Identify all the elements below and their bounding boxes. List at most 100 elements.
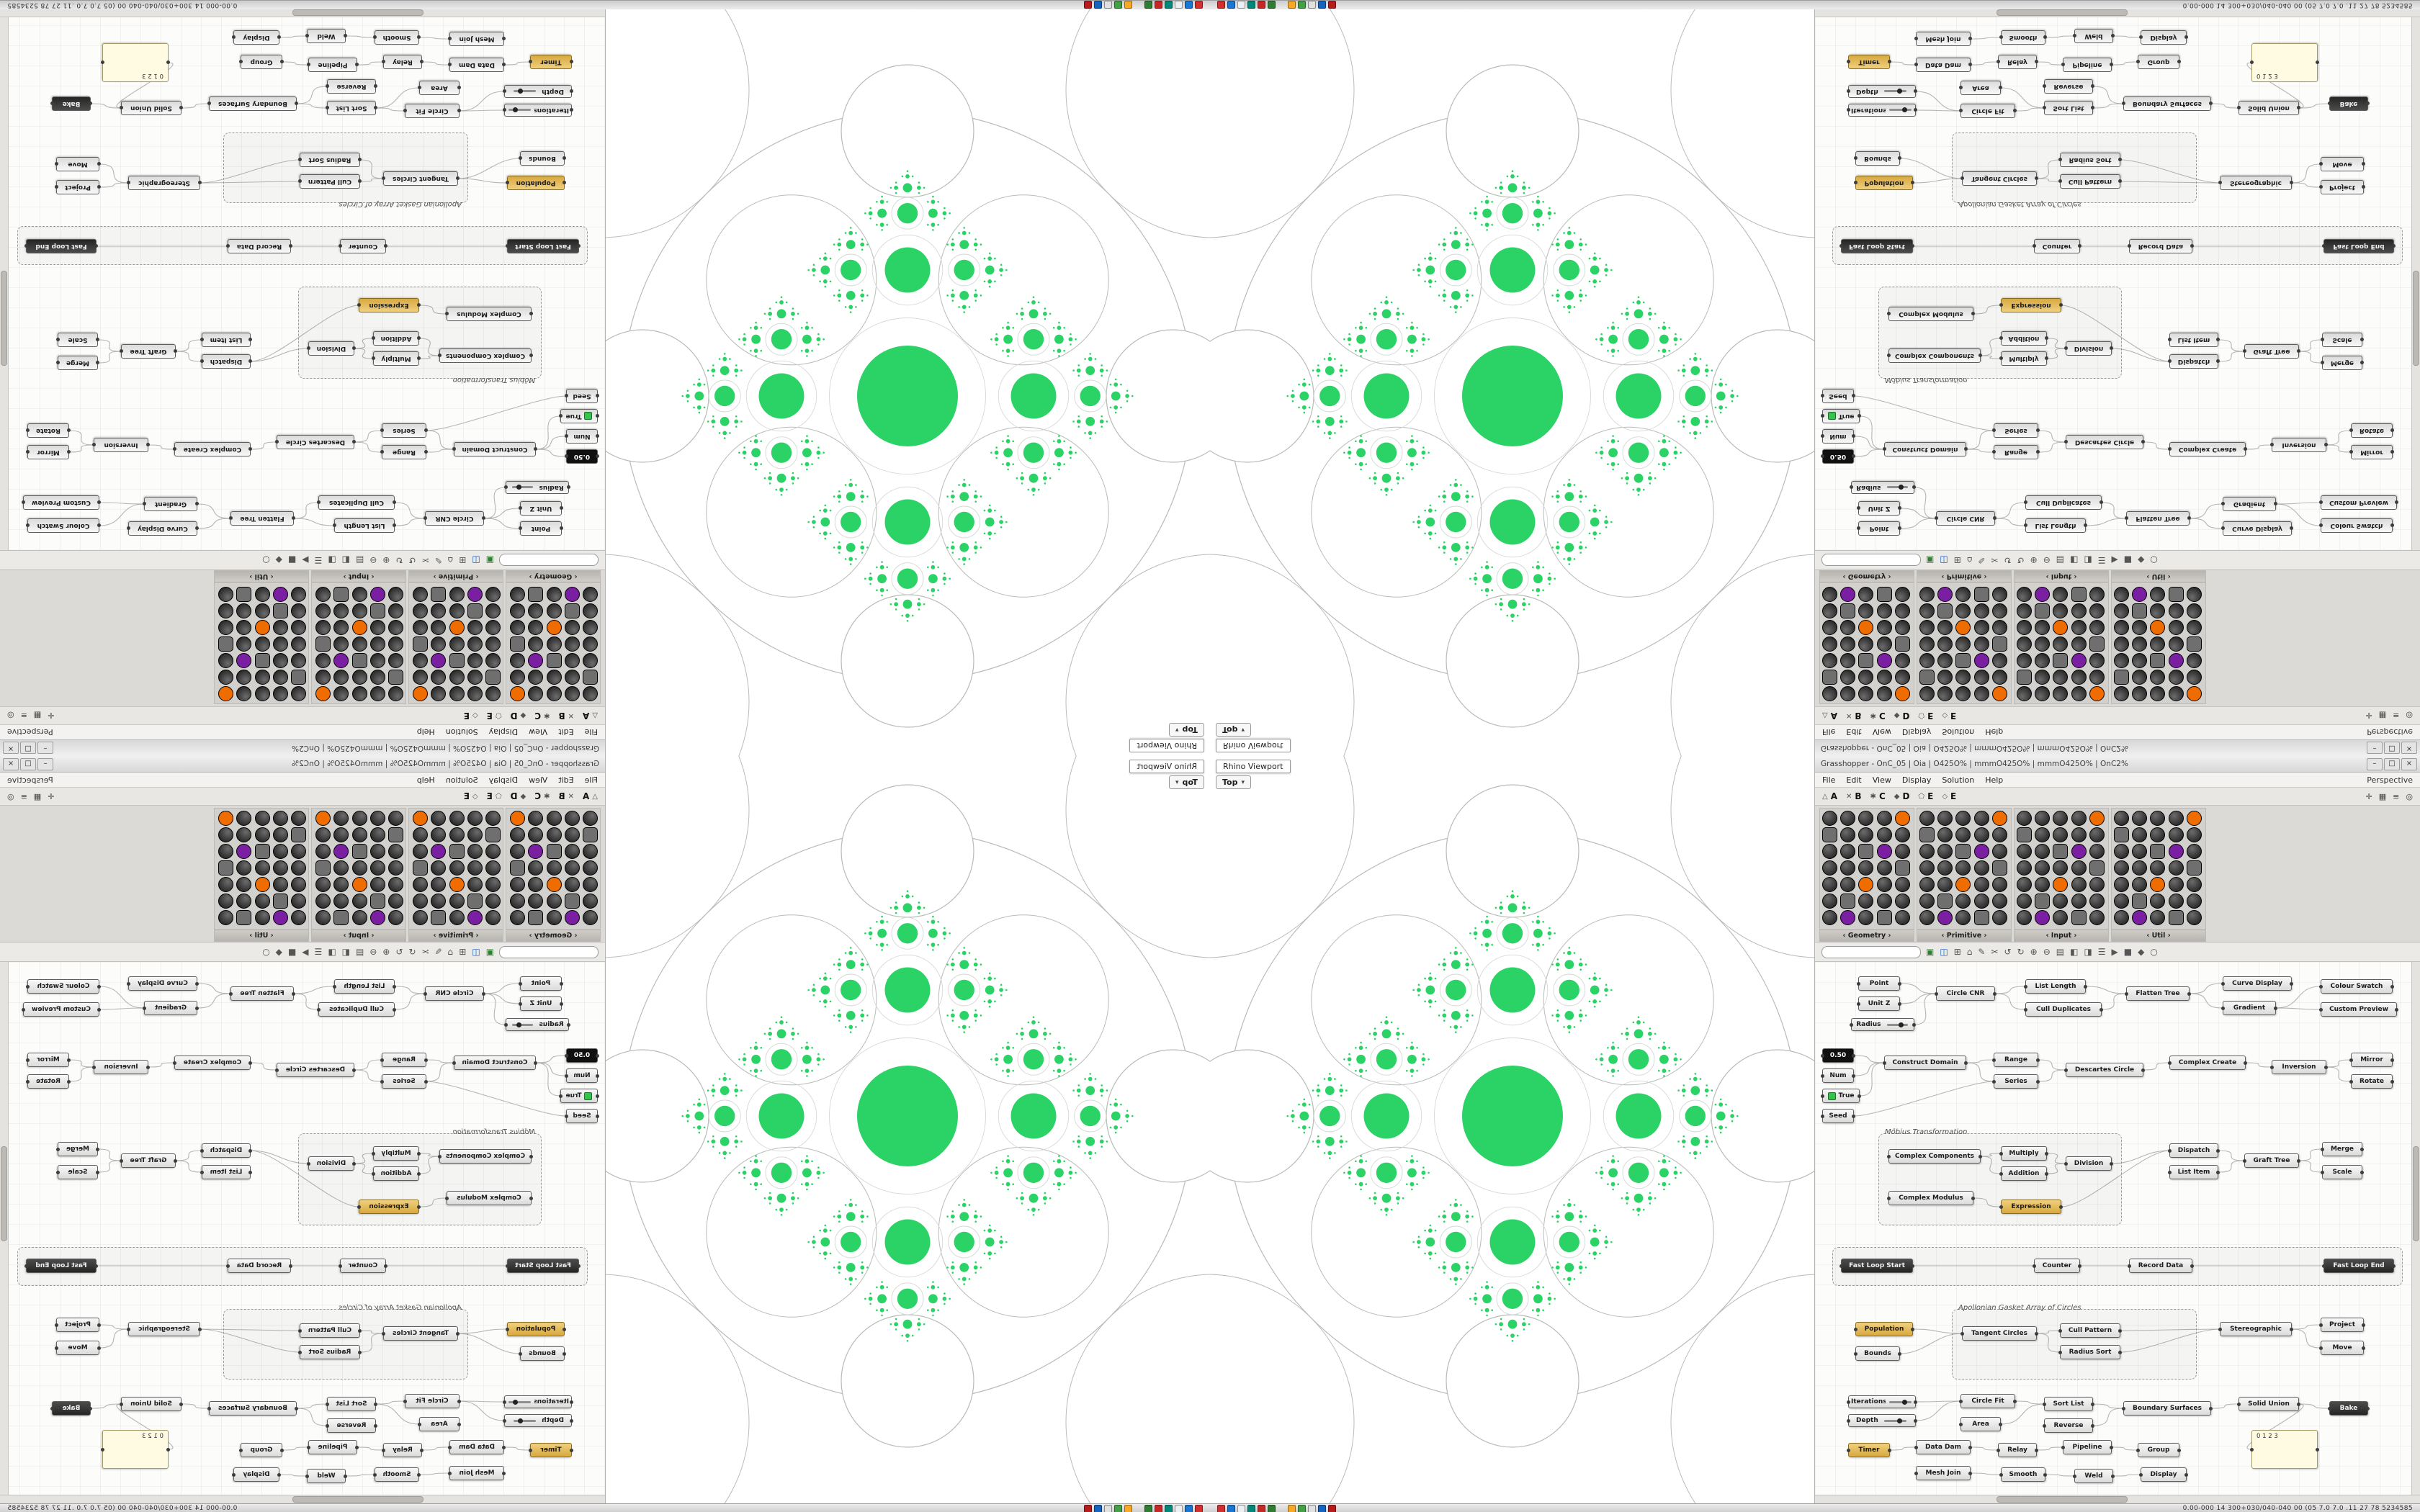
grasshopper-title-bar[interactable]: Grasshopper - OnC_05 | Oia | O425O% | mm… [1815, 756, 2420, 773]
component-icon[interactable] [2114, 844, 2129, 859]
component-icon[interactable] [413, 587, 429, 602]
component-icon[interactable] [1919, 653, 1935, 668]
component-icon[interactable] [351, 620, 367, 635]
gh-node-exp[interactable]: Expression [359, 298, 419, 312]
component-icon[interactable] [1858, 811, 1874, 826]
component-icon[interactable] [2186, 827, 2202, 842]
component-icon[interactable] [236, 877, 252, 892]
gh-node-pt[interactable]: Point [1857, 976, 1901, 991]
gh-node-iter[interactable]: Iterations [1847, 1395, 1917, 1408]
gh-node-cxp[interactable]: Complex Components [439, 1149, 532, 1164]
component-icon[interactable] [2071, 587, 2087, 602]
node-group[interactable]: Apollonian Gasket Array of Circles [223, 1304, 468, 1380]
component-icon[interactable] [431, 587, 447, 602]
component-icon[interactable] [272, 811, 288, 826]
component-icon[interactable] [254, 910, 270, 925]
component-icon[interactable] [369, 827, 385, 842]
component-icon[interactable] [2017, 811, 2032, 826]
gh-node-len[interactable]: List Length [334, 979, 395, 994]
component-icon[interactable] [1937, 844, 1953, 859]
palette-caption[interactable]: ‹ Geometry › [506, 930, 600, 941]
component-icon[interactable] [218, 877, 234, 892]
gh-node-mir[interactable]: Mirror [2349, 1053, 2394, 1067]
gh-node-tim[interactable]: Timer [1847, 1443, 1891, 1457]
taskbar-icon[interactable] [1258, 1, 1265, 9]
palette-caption[interactable]: ‹ Util › [215, 930, 308, 941]
gh-node-cprev[interactable]: Custom Preview [2319, 1002, 2398, 1017]
component-icon[interactable] [2035, 587, 2051, 602]
component-icon[interactable] [546, 811, 562, 826]
component-icon[interactable] [449, 844, 465, 859]
component-icon[interactable] [236, 844, 252, 859]
toolbar-icon[interactable]: ✎ [1978, 555, 1986, 565]
component-icon[interactable] [2114, 827, 2129, 842]
component-icon[interactable] [236, 587, 252, 602]
category-tab-e[interactable]: ⬠ E [1918, 711, 1934, 721]
component-icon[interactable] [1858, 670, 1874, 685]
component-icon[interactable] [1876, 910, 1892, 925]
gh-node-num[interactable]: Num [566, 429, 598, 444]
category-tab-b[interactable]: ✕ B [558, 711, 574, 721]
component-icon[interactable] [1937, 877, 1953, 892]
component-icon[interactable] [1919, 844, 1935, 859]
component-icon[interactable] [1822, 811, 1837, 826]
taskbar-icon[interactable] [1288, 1504, 1296, 1512]
gh-node-bnd[interactable]: Bounds [1854, 1346, 1901, 1361]
component-icon[interactable] [1876, 686, 1892, 701]
gh-node-uz[interactable]: Unit Z [1857, 996, 1901, 1011]
component-icon[interactable] [369, 603, 385, 618]
toolbar-icon[interactable]: ↻ [2017, 555, 2025, 565]
component-icon[interactable] [388, 910, 403, 925]
node-group[interactable]: Möbius Transformation [1878, 1128, 2122, 1225]
gh-node-dep[interactable]: Depth [504, 1414, 572, 1427]
component-icon[interactable] [291, 636, 306, 652]
component-icon[interactable] [2017, 670, 2032, 685]
component-icon[interactable] [2168, 860, 2184, 876]
gh-node-tan[interactable]: Tangent Circles [383, 1326, 458, 1341]
taskbar-icon[interactable] [1328, 1, 1336, 9]
component-icon[interactable] [351, 827, 367, 842]
tab-tool-icon[interactable]: ≡ [20, 711, 27, 721]
taskbar-icon[interactable] [1268, 1, 1276, 9]
component-icon[interactable] [2053, 827, 2069, 842]
component-icon[interactable] [2071, 827, 2087, 842]
tab-tool-icon[interactable]: ✛ [48, 791, 55, 801]
rhino-viewport[interactable]: Rhino Viewport Top ▾ [605, 9, 1210, 756]
palette-caption[interactable]: ‹ Primitive › [1917, 571, 2011, 582]
gh-node-mj[interactable]: Mesh Join [449, 32, 504, 46]
component-icon[interactable] [2150, 910, 2166, 925]
component-icon[interactable] [1894, 603, 1910, 618]
component-icon[interactable] [2035, 653, 2051, 668]
component-icon[interactable] [1822, 860, 1837, 876]
gh-node-len[interactable]: List Length [2025, 518, 2086, 533]
toolbar-icon[interactable]: ▤ [2056, 555, 2065, 565]
component-icon[interactable] [351, 603, 367, 618]
taskbar-icon[interactable] [1308, 1504, 1316, 1512]
component-icon[interactable] [254, 636, 270, 652]
canvas-vertical-scrollbar[interactable] [2411, 9, 2420, 550]
component-icon[interactable] [315, 811, 331, 826]
gh-node-rev[interactable]: Reverse [327, 79, 376, 94]
gh-node-inv[interactable]: Inversion [94, 438, 148, 452]
toolbar-icon[interactable]: ✎ [434, 947, 442, 957]
gh-node-bnd[interactable]: Bounds [520, 151, 565, 166]
component-icon[interactable] [1919, 636, 1935, 652]
component-icon[interactable] [564, 877, 580, 892]
rhino-viewport[interactable]: Rhino Viewport Top ▾ [605, 756, 1210, 1503]
component-icon[interactable] [2017, 686, 2032, 701]
gh-node-seed[interactable]: Seed [1821, 1109, 1855, 1123]
component-icon[interactable] [1991, 686, 2007, 701]
gh-node-seed[interactable]: Seed [566, 1109, 598, 1123]
component-icon[interactable] [388, 686, 403, 701]
gh-node-swa[interactable]: Colour Swatch [27, 518, 99, 533]
component-icon[interactable] [413, 827, 429, 842]
component-icon[interactable] [1937, 860, 1953, 876]
toolbar-icon[interactable]: ◨ [328, 947, 336, 957]
gh-node-des[interactable]: Descartes Circle [277, 435, 354, 449]
toolbar-icon[interactable]: ✂ [421, 555, 429, 565]
component-icon[interactable] [369, 860, 385, 876]
gh-node-mul[interactable]: Multiply [2001, 351, 2047, 366]
gh-node-grp[interactable]: Group [2138, 55, 2179, 69]
gh-node-weld[interactable]: Weld [307, 29, 346, 43]
component-icon[interactable] [1937, 670, 1953, 685]
